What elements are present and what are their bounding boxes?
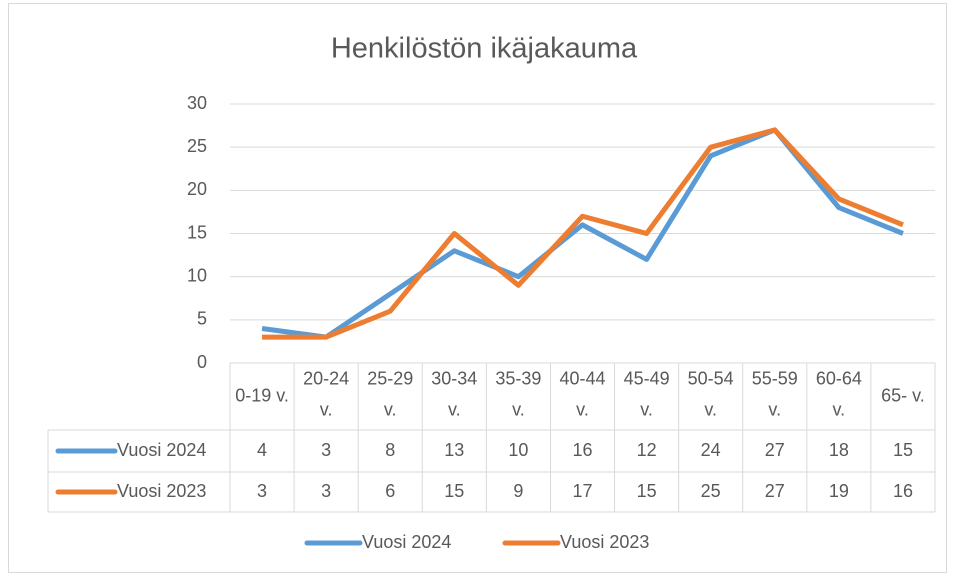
table-series-name: Vuosi 2024 (117, 440, 206, 460)
x-tick-label: 25-29 v. (367, 368, 413, 419)
series-line (262, 127, 904, 340)
table-value: 17 (572, 481, 592, 501)
table-value: 9 (513, 481, 523, 501)
table-value: 8 (385, 440, 395, 460)
legend-label: Vuosi 2024 (362, 532, 451, 552)
y-tick-label: 20 (187, 179, 207, 199)
x-tick-label: 60-64 v. (816, 368, 862, 419)
table-value: 24 (701, 440, 721, 460)
y-tick-label: 0 (197, 352, 207, 372)
table-value: 15 (637, 481, 657, 501)
chart-frame (8, 3, 947, 573)
x-tick-label: 65- v. (881, 385, 925, 405)
table-value: 27 (765, 481, 785, 501)
y-tick-label: 25 (187, 136, 207, 156)
y-tick-label: 30 (187, 93, 207, 113)
x-tick-label: 0-19 v. (235, 385, 289, 405)
table-value: 15 (893, 440, 913, 460)
chart-title: Henkilöstön ikäjakauma (331, 33, 638, 65)
table-value: 12 (637, 440, 657, 460)
table-value: 6 (385, 481, 395, 501)
x-tick-label: 35-39 v. (495, 368, 541, 419)
x-tick-label: 45-49 v. (624, 368, 670, 419)
x-tick-label: 30-34 v. (431, 368, 477, 419)
table-value: 4 (257, 440, 267, 460)
table-value: 3 (257, 481, 267, 501)
table-value: 16 (572, 440, 592, 460)
y-tick-label: 5 (197, 309, 207, 329)
legend-label: Vuosi 2023 (560, 532, 649, 552)
x-tick-label: 40-44 v. (559, 368, 605, 419)
y-tick-label: 10 (187, 265, 207, 285)
table-value: 19 (829, 481, 849, 501)
table-value: 18 (829, 440, 849, 460)
x-tick-label: 20-24 v. (303, 368, 349, 419)
table-value: 3 (321, 440, 331, 460)
table-value: 25 (701, 481, 721, 501)
x-tick-label: 50-54 v. (688, 368, 734, 419)
table-value: 16 (893, 481, 913, 501)
table-value: 3 (321, 481, 331, 501)
table-series-name: Vuosi 2023 (117, 481, 206, 501)
table-value: 13 (444, 440, 464, 460)
table-value: 27 (765, 440, 785, 460)
x-tick-label: 55-59 v. (752, 368, 798, 419)
table-value: 15 (444, 481, 464, 501)
table-value: 10 (508, 440, 528, 460)
y-tick-label: 15 (187, 222, 207, 242)
